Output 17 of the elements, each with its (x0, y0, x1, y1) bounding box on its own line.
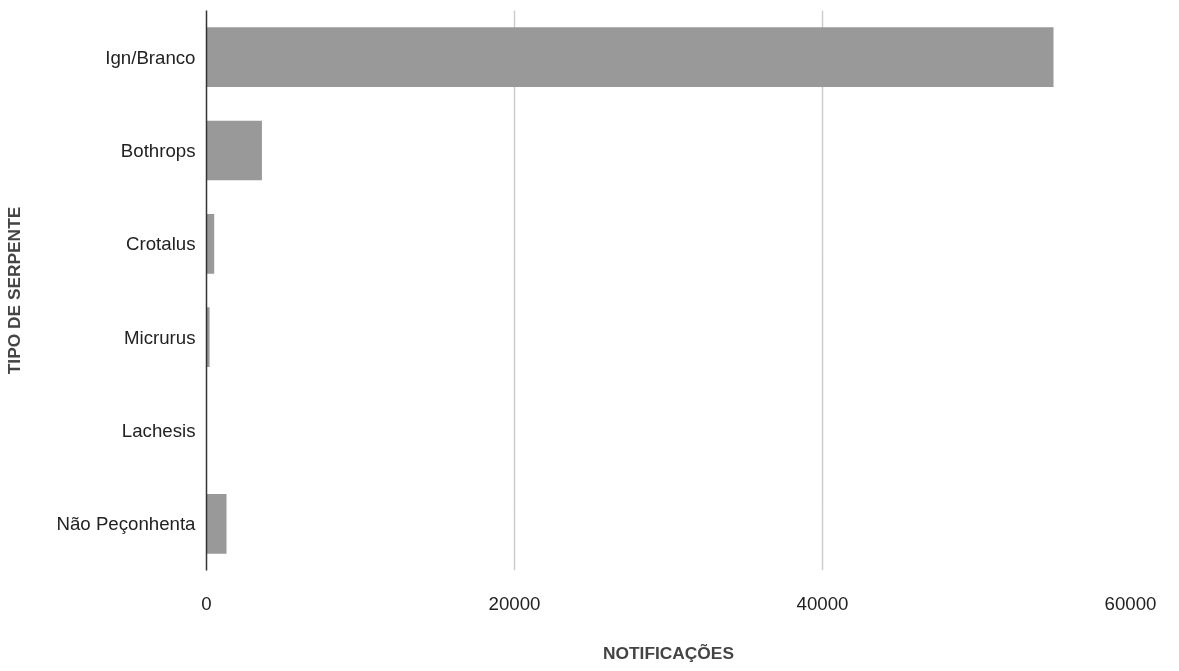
x-axis-title: NOTIFICAÇÕES (603, 642, 734, 663)
y-tick-label: Não Peçonhenta (56, 513, 197, 535)
x-tick-label: 60000 (1104, 592, 1157, 614)
y-tick-label: Crotalus (126, 233, 196, 255)
y-tick-label: Bothrops (120, 140, 196, 161)
bar (206, 493, 227, 554)
bar (206, 120, 262, 181)
x-tick-label: 40000 (796, 592, 849, 614)
y-tick-label: Lachesis (121, 420, 196, 441)
y-tick-label: Micrurus (123, 326, 196, 348)
x-tick-label: 20000 (488, 592, 541, 614)
bar (206, 213, 215, 274)
bar (206, 307, 210, 368)
bar (206, 27, 1054, 88)
x-tick-label: 0 (201, 592, 212, 614)
y-axis-title: TIPO DE SERPENTE (3, 206, 24, 375)
y-tick-label: Ign/Branco (105, 46, 196, 68)
